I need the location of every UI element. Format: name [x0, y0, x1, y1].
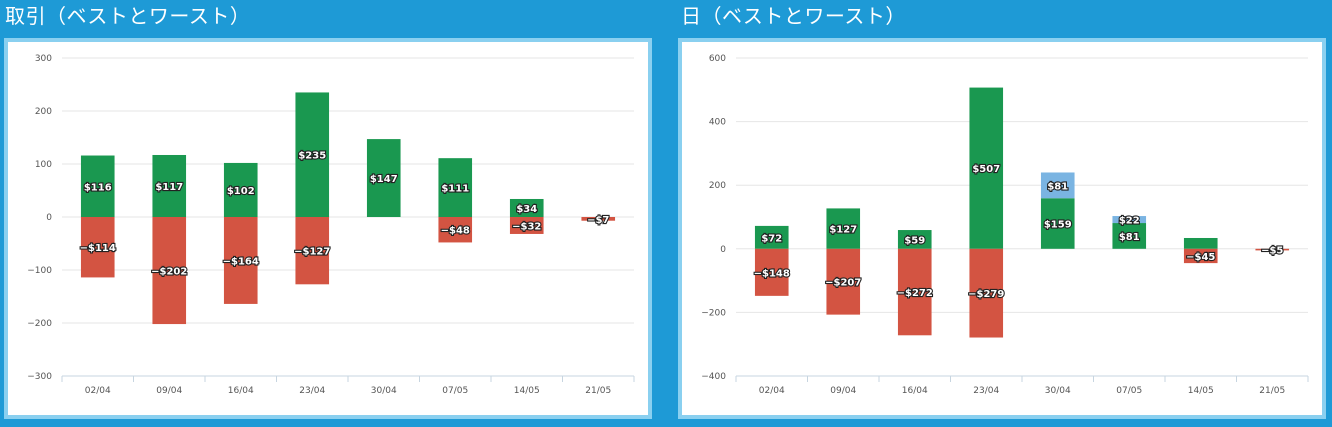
x-tick-label: 07/05: [1116, 386, 1142, 396]
bar[interactable]: [754, 225, 789, 249]
y-tick-label: 100: [35, 160, 52, 170]
y-tick-label: 200: [709, 181, 726, 191]
bar[interactable]: [295, 217, 330, 285]
data-label: $81: [1119, 232, 1140, 243]
bar[interactable]: [826, 248, 861, 315]
y-tick-label: 300: [35, 54, 52, 64]
y-tick-label: −400: [701, 372, 726, 382]
y-tick-label: −200: [27, 319, 52, 329]
data-label: $507: [972, 164, 1000, 175]
y-tick-label: −200: [701, 308, 726, 318]
data-label: −$127: [294, 247, 330, 258]
bar[interactable]: [969, 87, 1004, 249]
data-label: −$7: [587, 215, 609, 226]
data-label: −$164: [223, 256, 259, 267]
bar[interactable]: [1255, 248, 1290, 251]
x-tick-label: 21/05: [585, 386, 611, 396]
trades-best-worst-chart: 300 200 100 0 −100 −200 −300 $116 −$114 $117 −$202…: [27, 54, 635, 396]
bar[interactable]: [897, 248, 932, 336]
bar[interactable]: [438, 217, 473, 243]
bar[interactable]: [1112, 216, 1147, 224]
y-tick-label: 0: [720, 245, 726, 255]
data-label: $111: [441, 184, 469, 195]
data-label: −$114: [80, 243, 116, 254]
x-tick-label: 07/05: [442, 386, 468, 396]
bar[interactable]: [295, 92, 330, 217]
bar[interactable]: [1183, 248, 1218, 264]
y-axis: 600 400 200 0 −200 −400: [701, 54, 726, 382]
data-label: −$45: [1186, 252, 1215, 263]
data-label: −$32: [512, 221, 541, 232]
days-chart-panel: 600 400 200 0 −200 −400 $72 −$148 $127 −$207 $59 −$…: [678, 38, 1326, 419]
data-label: $235: [298, 151, 326, 162]
data-label: $147: [370, 174, 398, 185]
data-label: $102: [227, 186, 255, 197]
y-tick-label: −100: [27, 266, 52, 276]
x-tick-label: 09/04: [830, 386, 856, 396]
bar[interactable]: [152, 154, 187, 217]
bar[interactable]: [969, 248, 1004, 338]
x-axis: 02/04 09/04 16/04 23/04 30/04 07/05 14/05 21/05: [85, 386, 611, 396]
trades-chart-title: 取引（ベストとワースト）: [5, 4, 251, 28]
x-tick-label: 02/04: [759, 386, 785, 396]
bar[interactable]: [80, 155, 115, 217]
data-label: $116: [84, 182, 112, 193]
bar[interactable]: [438, 158, 473, 217]
y-tick-label: 600: [709, 54, 726, 64]
data-label: $59: [904, 235, 925, 246]
data-label: −$279: [968, 289, 1004, 300]
days-best-worst-chart: 600 400 200 0 −200 −400 $72 −$148 $127 −$207 $59 −$…: [701, 54, 1309, 396]
y-tick-label: 400: [709, 118, 726, 128]
x-tick-label: 21/05: [1259, 386, 1285, 396]
data-label: $81: [1047, 181, 1068, 192]
data-label: −$148: [754, 268, 790, 279]
trades-chart-panel: 300 200 100 0 −100 −200 −300 $116 −$114 $117 −$202…: [4, 38, 652, 419]
data-label: $159: [1044, 220, 1072, 231]
x-tick-label: 23/04: [973, 386, 999, 396]
bar[interactable]: [152, 217, 187, 325]
bar[interactable]: [509, 198, 544, 217]
y-tick-label: −300: [27, 372, 52, 382]
bar[interactable]: [1183, 237, 1218, 249]
data-label: −$207: [825, 278, 861, 289]
x-tick-label: 14/05: [1188, 386, 1214, 396]
data-label: −$202: [151, 267, 187, 278]
days-chart-title: 日（ベストとワースト）: [681, 4, 906, 28]
x-tick-label: 16/04: [228, 386, 254, 396]
x-tick-label: 02/04: [85, 386, 111, 396]
data-label: −$272: [897, 288, 933, 299]
x-tick-label: 14/05: [514, 386, 540, 396]
data-label: $22: [1119, 216, 1140, 227]
y-tick-label: 0: [46, 213, 52, 223]
data-label: −$48: [441, 226, 470, 237]
y-tick-label: 200: [35, 107, 52, 117]
data-label: $117: [155, 182, 183, 193]
bar[interactable]: [80, 217, 115, 278]
data-label: −$5: [1261, 246, 1283, 257]
data-label: $34: [516, 204, 537, 215]
y-axis: 300 200 100 0 −100 −200 −300: [27, 54, 52, 382]
bar[interactable]: [1040, 172, 1075, 199]
bar[interactable]: [366, 139, 401, 217]
x-axis: 02/04 09/04 16/04 23/04 30/04 07/05 14/05 21/05: [759, 386, 1285, 396]
bar[interactable]: [1040, 198, 1075, 249]
data-label: $72: [761, 233, 782, 244]
x-tick-label: 30/04: [371, 386, 397, 396]
bar[interactable]: [1112, 223, 1147, 249]
bar[interactable]: [223, 217, 258, 304]
bar[interactable]: [581, 217, 616, 221]
data-label: $127: [829, 225, 857, 236]
x-tick-label: 09/04: [156, 386, 182, 396]
bar[interactable]: [223, 162, 258, 217]
bar[interactable]: [826, 208, 861, 249]
x-tick-label: 16/04: [902, 386, 928, 396]
bar[interactable]: [754, 248, 789, 296]
x-tick-label: 23/04: [299, 386, 325, 396]
x-tick-label: 30/04: [1045, 386, 1071, 396]
bar[interactable]: [897, 230, 932, 249]
bar[interactable]: [509, 217, 544, 234]
